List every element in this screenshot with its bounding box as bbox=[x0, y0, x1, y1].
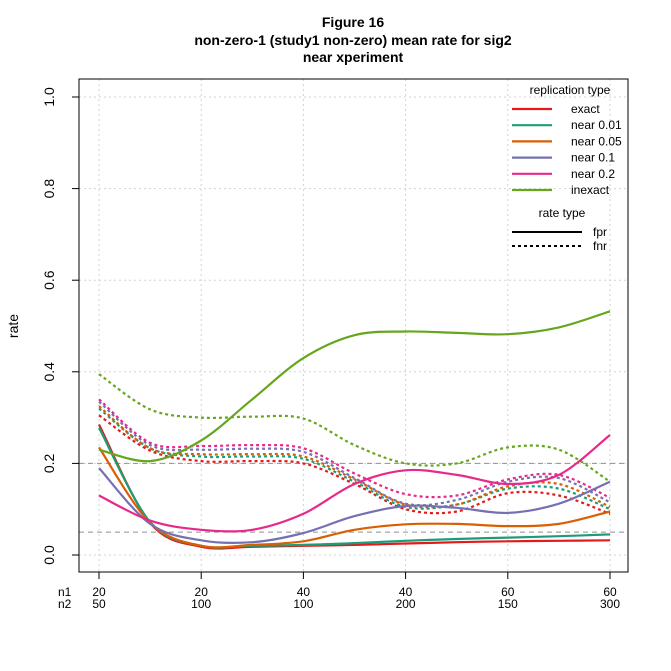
x-tick-label-n2: 150 bbox=[498, 597, 518, 611]
x-tick-label-n1: 60 bbox=[603, 585, 617, 599]
series-group bbox=[98, 310, 611, 550]
x-tick-label-n1: 40 bbox=[399, 585, 413, 599]
x-tick-label-n1: 20 bbox=[92, 585, 106, 599]
grid bbox=[79, 79, 628, 572]
y-tick-label: 0.6 bbox=[41, 270, 57, 290]
legend-label-near-0-01: near 0.01 bbox=[571, 118, 622, 132]
series-line-near-0-05-fnr bbox=[98, 405, 611, 509]
y-tick-label: 0.8 bbox=[41, 179, 57, 199]
series-line-near-0-05-fpr bbox=[98, 446, 611, 549]
legend-replication-title: replication type bbox=[530, 83, 611, 97]
legend-label-inexact: inexact bbox=[571, 183, 610, 197]
legend-label-fnr: fnr bbox=[593, 239, 607, 253]
x-tick-label-n2: 50 bbox=[92, 597, 106, 611]
chart-subtitle-line-1: non-zero-1 (study1 non-zero) mean rate f… bbox=[194, 32, 512, 48]
x-tick-label-n1: 20 bbox=[195, 585, 209, 599]
x-tick-label-n2: 100 bbox=[293, 597, 313, 611]
series-line-inexact-fpr bbox=[98, 310, 611, 463]
series-line-exact-fnr bbox=[98, 414, 611, 515]
series-line-near-0-2-fnr bbox=[98, 398, 611, 499]
series-line-near-0-2-fpr bbox=[98, 434, 611, 533]
x-tick-label-n2: 100 bbox=[191, 597, 211, 611]
x-tick-label-n1: 40 bbox=[297, 585, 311, 599]
legend-rate-title: rate type bbox=[539, 206, 586, 220]
series-line-near-0-1-fnr bbox=[98, 400, 611, 507]
series-line-near-0-01-fnr bbox=[98, 407, 611, 511]
chart-title: Figure 16 bbox=[322, 14, 384, 30]
reference-lines bbox=[79, 462, 628, 533]
x-row-label-n2: n2 bbox=[58, 597, 72, 611]
series-line-inexact-fnr bbox=[98, 373, 611, 483]
legend-label-near-0-2: near 0.2 bbox=[571, 167, 615, 181]
plot-frame bbox=[78, 78, 629, 573]
legend: replication type rate type exact near 0.0… bbox=[512, 83, 622, 253]
legend-label-fpr: fpr bbox=[593, 225, 607, 239]
legend-label-near-0-1: near 0.1 bbox=[571, 151, 615, 165]
x-tick-label-n2: 200 bbox=[396, 597, 416, 611]
x-row-label-n1: n1 bbox=[58, 585, 72, 599]
y-tick-label: 0.2 bbox=[41, 453, 57, 473]
y-axis-label: rate bbox=[5, 314, 21, 338]
x-tick-label-n1: 60 bbox=[501, 585, 515, 599]
chart-subtitle-line-2: near xperiment bbox=[303, 49, 404, 65]
legend-label-exact: exact bbox=[571, 102, 600, 116]
y-tick-label: 1.0 bbox=[41, 87, 57, 107]
legend-label-near-0-05: near 0.05 bbox=[571, 134, 622, 148]
x-tick-label-n2: 300 bbox=[600, 597, 620, 611]
y-tick-label: 0.4 bbox=[41, 362, 57, 382]
y-tick-label: 0.0 bbox=[41, 545, 57, 565]
series-line-near-0-1-fpr bbox=[98, 467, 611, 545]
y-axis: 0.0 0.2 0.4 0.6 0.8 1.0 bbox=[41, 87, 80, 565]
